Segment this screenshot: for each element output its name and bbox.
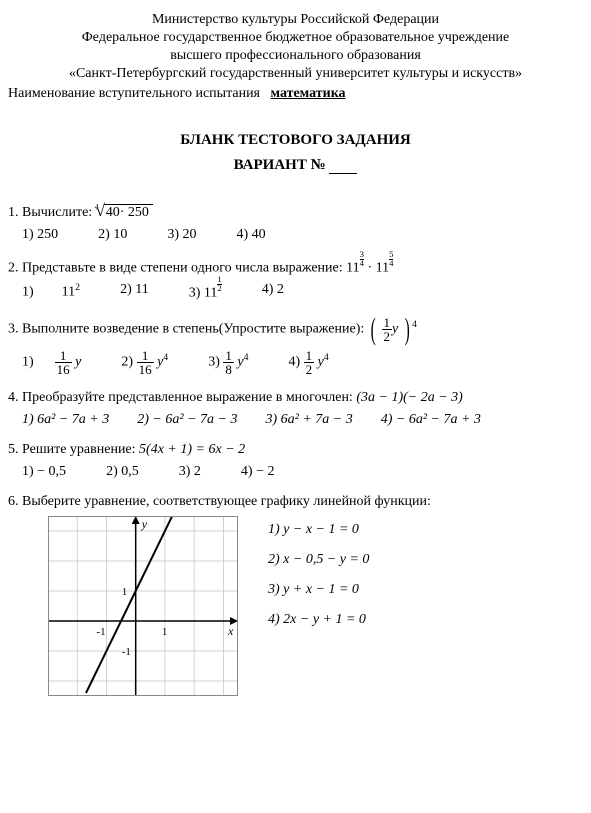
variant-line: ВАРИАНТ № (8, 157, 583, 174)
q1-opt-1: 1) 250 (22, 227, 58, 243)
q3-inner-frac: 1 2 (382, 316, 393, 343)
institution-line-1: Федеральное государственное бюджетное об… (8, 30, 583, 46)
q6-opt-3: 3) y + x − 1 = 0 (268, 582, 369, 598)
q2-dot: · (367, 260, 372, 275)
q4-opt-4: 4) − 6a² − 7a + 3 (381, 412, 481, 428)
q4-opt-2: 2) − 6a² − 7a − 3 (137, 412, 237, 428)
q1-root-index: 4 (95, 202, 99, 211)
q6-opt-1: 1) y − x − 1 = 0 (268, 522, 369, 538)
q2-opt-1: 1) 112 (22, 282, 80, 301)
q2-exp1: 34 (360, 251, 364, 268)
q2-base1: 11 (346, 260, 359, 275)
form-title: БЛАНК ТЕСТОВОГО ЗАДАНИЯ (8, 132, 583, 149)
q3-opt-2: 2) 116 y4 (121, 349, 168, 376)
exam-name-line: Наименование вступительного испытания ма… (8, 86, 583, 102)
q5-label: 5. Решите уравнение: (8, 442, 136, 457)
question-5: 5. Решите уравнение: 5(4x + 1) = 6x − 2 (8, 442, 583, 458)
q5-opt-1: 1) − 0,5 (22, 464, 66, 480)
q6-opt-4: 4) 2x − y + 1 = 0 (268, 612, 369, 628)
q3-opt-3: 3) 18 y4 (208, 349, 248, 376)
svg-text:1: 1 (162, 626, 168, 638)
institution-line-3: «Санкт-Петербургский государственный уни… (8, 66, 583, 82)
svg-text:1: 1 (122, 586, 128, 598)
svg-text:-1: -1 (96, 626, 105, 638)
q4-opt-1: 1) 6a² − 7a + 3 (22, 412, 109, 428)
q4-options: 1) 6a² − 7a + 3 2) − 6a² − 7a − 3 3) 6a²… (8, 412, 583, 428)
q1-opt-4: 4) 40 (237, 227, 266, 243)
q2-exp2: 54 (389, 251, 393, 268)
q6-row: -1 1 -1 1 x y 1) y − x − 1 = 0 2) x − 0,5 − y… (8, 516, 583, 696)
q2-opt-2: 2) 11 (120, 282, 149, 301)
q3-opt-4: 4) 12 y4 (288, 349, 328, 376)
q3-options: 1) 116 y 2) 116 y4 3) 18 y4 4) 12 y4 (8, 349, 583, 376)
q1-label: 1. Вычислите: (8, 205, 92, 220)
svg-text:y: y (141, 517, 148, 531)
q6-graph: -1 1 -1 1 x y (8, 516, 238, 696)
q3-rparen: ) (404, 322, 409, 337)
q3-label: 3. Выполните возведение в степень(Упрост… (8, 322, 364, 337)
exam-label: Наименование вступительного испытания (8, 86, 260, 101)
q4-expr: (3a − 1)(− 2a − 3) (356, 390, 463, 405)
svg-text:x: x (227, 624, 234, 638)
q4-label: 4. Преобразуйте представленное выражение… (8, 390, 353, 405)
q4-opt-3: 3) 6a² + 7a − 3 (265, 412, 352, 428)
q5-opt-2: 2) 0,5 (106, 464, 139, 480)
q2-opt-3: 3) 1112 (189, 282, 222, 301)
q3-outer-exp: 4 (412, 319, 417, 330)
q2-opt-4: 4) 2 (262, 282, 284, 301)
q6-graph-svg: -1 1 -1 1 x y (48, 516, 238, 696)
svg-text:-1: -1 (122, 646, 131, 658)
question-4: 4. Преобразуйте представленное выражение… (8, 390, 583, 406)
q5-expr: 5(4x + 1) = 6x − 2 (139, 442, 245, 457)
q5-opt-3: 3) 2 (179, 464, 201, 480)
question-1: 1. Вычислите: 4 40· 250 (8, 204, 583, 221)
q3-lparen: ( (370, 322, 375, 337)
q1-root: 4 40· 250 (96, 204, 153, 221)
q2-label: 2. Представьте в виде степени одного чис… (8, 260, 343, 275)
q1-options: 1) 250 2) 10 3) 20 4) 40 (8, 227, 583, 243)
q6-options: 1) y − x − 1 = 0 2) x − 0,5 − y = 0 3) y… (268, 522, 369, 628)
q2-options: 1) 112 2) 11 3) 1112 4) 2 (8, 282, 583, 301)
q3-opt-1: 1) 116 y (22, 349, 81, 376)
question-6: 6. Выберите уравнение, соответствующее г… (8, 494, 583, 510)
variant-blank[interactable] (329, 159, 357, 174)
exam-subject: математика (271, 86, 346, 101)
q6-opt-2: 2) x − 0,5 − y = 0 (268, 552, 369, 568)
institution-line-2: высшего профессионального образования (8, 48, 583, 64)
q1-opt-3: 3) 20 (167, 227, 196, 243)
q5-opt-4: 4) − 2 (241, 464, 275, 480)
question-3: 3. Выполните возведение в степень(Упрост… (8, 316, 583, 343)
q2-base2: 11 (376, 260, 389, 275)
q1-radicand: 40· 250 (104, 204, 153, 221)
ministry-line: Министерство культуры Российской Федерац… (8, 12, 583, 28)
q3-y: y (392, 322, 398, 337)
q1-opt-2: 2) 10 (98, 227, 127, 243)
q5-options: 1) − 0,5 2) 0,5 3) 2 4) − 2 (8, 464, 583, 480)
variant-label: ВАРИАНТ № (234, 157, 326, 173)
question-2: 2. Представьте в виде степени одного чис… (8, 257, 583, 276)
